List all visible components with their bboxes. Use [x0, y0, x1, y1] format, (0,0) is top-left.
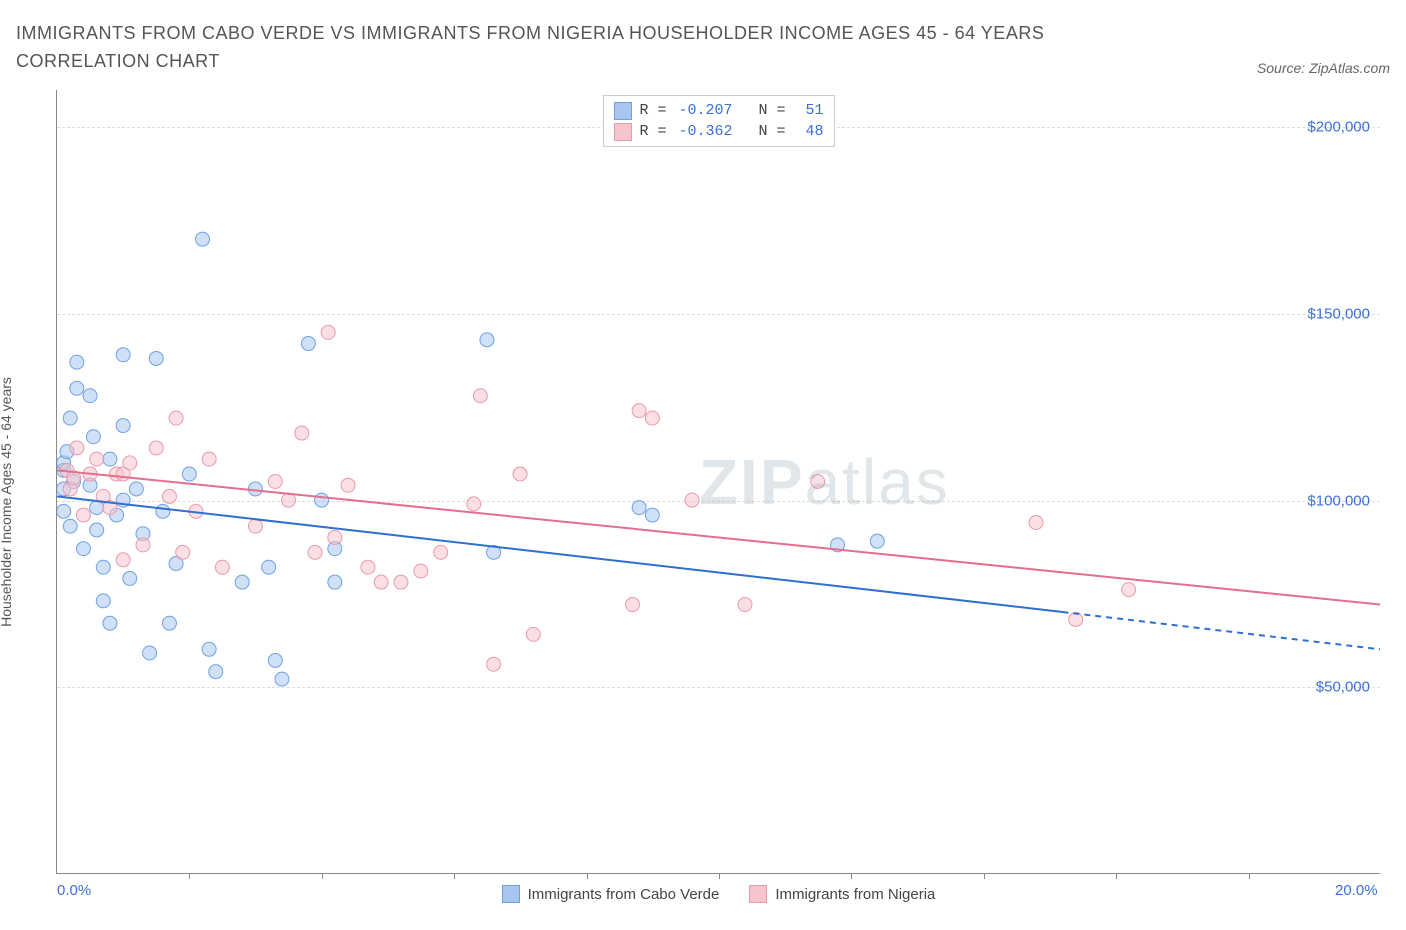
chart-container: IMMIGRANTS FROM CABO VERDE VS IMMIGRANTS… [0, 0, 1406, 930]
x-tick [984, 873, 985, 879]
trend-lines-layer [57, 90, 1380, 873]
x-tick [1116, 873, 1117, 879]
x-tick [189, 873, 190, 879]
series-1-swatch [613, 102, 631, 120]
series-legend: Immigrants from Cabo Verde Immigrants fr… [57, 885, 1380, 903]
x-tick [454, 873, 455, 879]
series-1-n-value: 51 [794, 100, 824, 121]
series-1-swatch [502, 885, 520, 903]
source-attribution: Source: ZipAtlas.com [1257, 60, 1390, 76]
correlation-legend: R = -0.207 N = 51 R = -0.362 N = 48 [602, 95, 834, 147]
series-legend-item-1: Immigrants from Cabo Verde [502, 885, 720, 903]
x-tick [851, 873, 852, 879]
series-2-name: Immigrants from Nigeria [775, 886, 935, 903]
x-tick [719, 873, 720, 879]
correlation-legend-row-2: R = -0.362 N = 48 [613, 121, 823, 142]
plot-wrap: Householder Income Ages 45 - 64 years R … [16, 90, 1390, 914]
r-label: R = [639, 121, 666, 142]
trend-line-extrapolated [1062, 612, 1380, 649]
series-2-r-value: -0.362 [675, 121, 733, 142]
plot-area: R = -0.207 N = 51 R = -0.362 N = 48 ZIPa… [56, 90, 1380, 874]
series-2-n-value: 48 [794, 121, 824, 142]
r-label: R = [639, 100, 666, 121]
series-2-swatch [613, 123, 631, 141]
series-1-r-value: -0.207 [675, 100, 733, 121]
correlation-legend-row-1: R = -0.207 N = 51 [613, 100, 823, 121]
n-label: N = [759, 100, 786, 121]
x-tick [587, 873, 588, 879]
series-2-swatch [749, 885, 767, 903]
series-legend-item-2: Immigrants from Nigeria [749, 885, 935, 903]
series-1-name: Immigrants from Cabo Verde [528, 886, 720, 903]
title-row: IMMIGRANTS FROM CABO VERDE VS IMMIGRANTS… [16, 20, 1390, 76]
chart-title: IMMIGRANTS FROM CABO VERDE VS IMMIGRANTS… [16, 20, 1136, 76]
y-axis-label: Householder Income Ages 45 - 64 years [0, 377, 14, 627]
x-tick [322, 873, 323, 879]
x-tick [1249, 873, 1250, 879]
trend-line [57, 470, 1380, 604]
n-label: N = [759, 121, 786, 142]
trend-line [57, 496, 1062, 612]
